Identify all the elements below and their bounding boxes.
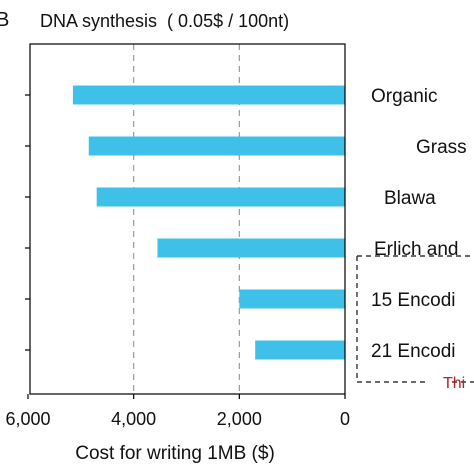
bar-0 [72, 85, 346, 105]
category-label: Blawa [384, 188, 436, 209]
x-tick-label: 4,000 [111, 409, 156, 429]
category-label: 21 Encodi [371, 341, 456, 362]
x-ticks: 6,000 4,000 2,000 0 [5, 394, 350, 429]
x-tick-label: 2,000 [217, 409, 262, 429]
bar-4 [239, 289, 345, 309]
category-label: Organic [371, 86, 438, 107]
plot-frame [29, 43, 346, 395]
x-axis-label: Cost for writing 1MB ($) [75, 443, 275, 464]
highlight-box [356, 255, 474, 383]
category-label: Erlich and [374, 239, 459, 260]
x-tick-label: 6,000 [5, 409, 50, 429]
bar-3 [157, 238, 345, 258]
bar-1 [88, 136, 345, 156]
y-ticks [25, 94, 30, 351]
category-label: Grass [416, 137, 467, 158]
panel-label: B [0, 9, 9, 31]
bar-5 [255, 340, 345, 360]
category-labels: Organic Grass Blawa Erlich and 15 Encodi 21 E… [371, 86, 467, 362]
bars [72, 85, 346, 360]
chart-title: DNA synthesis ( 0.05$ / 100nt) [40, 11, 289, 31]
x-tick-label: 0 [340, 409, 350, 429]
bar-2 [96, 187, 345, 207]
annotation-text: Thi [443, 375, 465, 392]
category-label: 15 Encodi [371, 290, 456, 311]
